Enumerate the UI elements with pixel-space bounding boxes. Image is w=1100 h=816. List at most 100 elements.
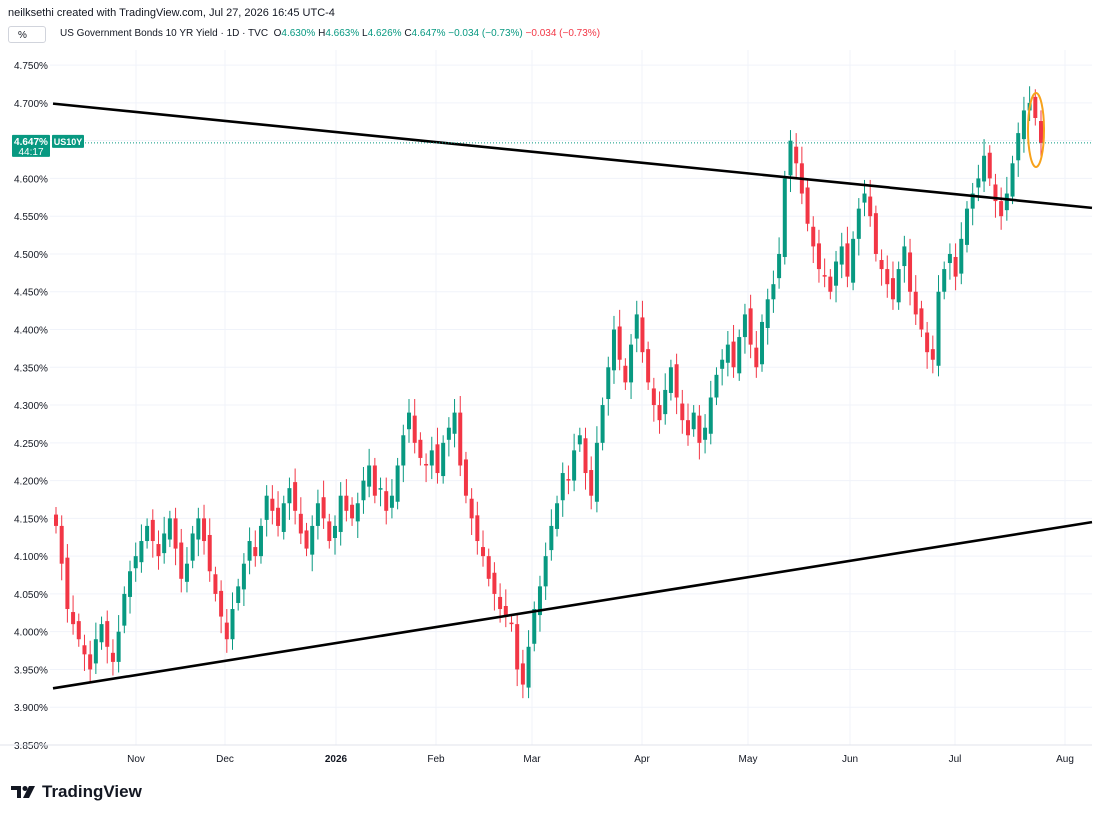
lower-trendline bbox=[52, 520, 1093, 690]
candle-body bbox=[247, 541, 252, 561]
candle-body bbox=[964, 208, 969, 245]
candle-body bbox=[350, 504, 355, 519]
y-tick-label: 3.850% bbox=[14, 741, 48, 752]
candle-body bbox=[896, 269, 901, 303]
x-tick-label: Aug bbox=[1056, 754, 1074, 765]
candle-body bbox=[224, 622, 229, 640]
candle-body bbox=[646, 349, 651, 383]
candle-body bbox=[594, 442, 599, 502]
x-tick-label: Jun bbox=[842, 754, 858, 765]
candle-body bbox=[139, 541, 144, 563]
candle-body bbox=[936, 291, 941, 366]
legend-close-label: C bbox=[404, 28, 412, 39]
candle-body bbox=[879, 260, 884, 270]
price-tag-value: 4.647% bbox=[14, 137, 48, 148]
candle-body bbox=[919, 308, 924, 330]
candle-body bbox=[953, 256, 958, 277]
candle-body bbox=[839, 246, 844, 265]
legend-open-label: O bbox=[273, 28, 282, 39]
candle-body bbox=[298, 513, 303, 534]
candle-body bbox=[549, 525, 554, 551]
candle-body bbox=[99, 624, 104, 643]
candle-body bbox=[190, 533, 195, 561]
candle-body bbox=[469, 498, 474, 519]
candle-body bbox=[566, 479, 571, 481]
candle-body bbox=[651, 388, 656, 406]
candle-body bbox=[532, 609, 537, 644]
candle-body bbox=[577, 435, 582, 445]
candle-body bbox=[1039, 121, 1043, 143]
candle-body bbox=[959, 238, 964, 274]
legend-high-label: H bbox=[318, 28, 326, 39]
candle-body bbox=[93, 639, 98, 664]
x-tick-label: Nov bbox=[127, 754, 145, 765]
candle-body bbox=[264, 495, 269, 520]
candle-body bbox=[253, 547, 258, 557]
candle-body bbox=[708, 397, 713, 434]
candle-body bbox=[435, 444, 440, 474]
candle-body bbox=[213, 574, 218, 594]
candle-body bbox=[321, 497, 326, 519]
candle-body bbox=[384, 491, 389, 511]
created-by-text: neilksethi created with TradingView.com,… bbox=[8, 7, 335, 19]
candle-body bbox=[481, 547, 486, 557]
candle-body bbox=[458, 412, 463, 466]
candle-body bbox=[537, 586, 542, 616]
candle-body bbox=[634, 314, 639, 339]
candle-body bbox=[293, 482, 298, 511]
candle-body bbox=[82, 645, 87, 655]
candle-body bbox=[714, 374, 719, 398]
candle-body bbox=[583, 438, 588, 474]
candle-body bbox=[338, 495, 343, 532]
candle-body bbox=[754, 347, 759, 368]
candle-body bbox=[845, 243, 850, 277]
candle-body bbox=[947, 253, 952, 264]
candle-body bbox=[794, 146, 799, 164]
candle-body bbox=[685, 420, 690, 436]
candle-body bbox=[970, 193, 975, 209]
candle-body bbox=[389, 495, 394, 508]
candle-body bbox=[543, 556, 548, 587]
y-tick-label: 4.300% bbox=[14, 401, 48, 412]
y-tick-label: 3.900% bbox=[14, 703, 48, 714]
y-tick-label: 4.550% bbox=[14, 212, 48, 223]
candle-body bbox=[725, 344, 730, 363]
y-tick-label: 4.100% bbox=[14, 552, 48, 563]
candle-body bbox=[640, 317, 645, 353]
candle-body bbox=[133, 556, 138, 569]
candle-body bbox=[378, 488, 383, 490]
legend-change-pct: −0.034 (−0.73%) bbox=[525, 28, 601, 39]
candle-body bbox=[327, 521, 332, 542]
candle-body bbox=[492, 572, 497, 594]
candle-body bbox=[315, 503, 320, 526]
candle-body bbox=[805, 187, 810, 224]
candle-body bbox=[526, 646, 531, 688]
candle-body bbox=[418, 439, 423, 458]
candle-body bbox=[606, 367, 611, 400]
candle-body bbox=[668, 367, 673, 393]
candle-body bbox=[372, 465, 377, 496]
candle-body bbox=[834, 261, 839, 286]
legend-close-value: 4.647% bbox=[411, 28, 446, 39]
y-tick-label: 3.950% bbox=[14, 665, 48, 676]
candle-body bbox=[122, 593, 127, 626]
y-tick-label: 4.150% bbox=[14, 514, 48, 525]
candle-body bbox=[76, 621, 81, 640]
candle-body bbox=[509, 622, 514, 625]
candle-body bbox=[59, 525, 64, 564]
candle-body bbox=[680, 403, 685, 421]
candle-body bbox=[993, 184, 998, 202]
highlight-ellipse bbox=[1027, 92, 1045, 168]
y-tick-label: 4.400% bbox=[14, 326, 48, 337]
candle-body bbox=[976, 178, 981, 188]
candle-body bbox=[287, 488, 292, 504]
candle-body bbox=[219, 590, 224, 617]
y-tick-label: 4.250% bbox=[14, 439, 48, 450]
candle-body bbox=[498, 596, 503, 610]
candle-body bbox=[395, 465, 400, 502]
y-tick-label: 4.350% bbox=[14, 363, 48, 374]
scale-percent-button[interactable]: % bbox=[8, 26, 46, 43]
candle-body bbox=[1021, 110, 1026, 140]
y-tick-label: 4.450% bbox=[14, 288, 48, 299]
